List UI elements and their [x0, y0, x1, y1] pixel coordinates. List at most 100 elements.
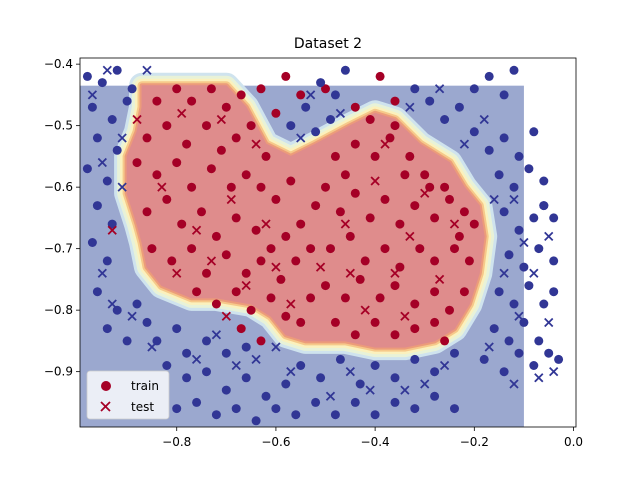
train-point	[221, 348, 231, 358]
test-point	[534, 373, 544, 383]
train-point	[350, 102, 360, 112]
train-point	[534, 244, 544, 254]
train-point	[519, 262, 529, 272]
test-point	[261, 219, 271, 229]
train-point	[202, 121, 211, 131]
train-point	[256, 256, 266, 266]
train-point	[97, 78, 107, 88]
train-point	[549, 213, 559, 223]
train-point	[271, 108, 281, 118]
test-point	[87, 90, 98, 100]
train-point	[202, 268, 211, 278]
train-point	[340, 65, 350, 75]
train-point	[261, 391, 271, 401]
train-point	[211, 231, 221, 241]
train-point	[231, 133, 241, 143]
train-point	[544, 348, 554, 358]
test-point	[117, 133, 127, 143]
test-point	[509, 379, 519, 389]
y-tick-label: −0.5	[44, 119, 73, 133]
train-point	[142, 133, 152, 143]
train-point	[132, 158, 142, 168]
train-point	[127, 84, 137, 94]
test-point	[271, 262, 281, 272]
train-point	[430, 213, 440, 223]
train-point	[469, 84, 479, 94]
train-point	[494, 287, 504, 297]
train-point	[211, 299, 221, 309]
train-point	[430, 367, 440, 377]
train-point	[246, 121, 256, 131]
train-point	[291, 410, 301, 420]
train-point	[415, 244, 425, 254]
train-point	[187, 182, 197, 192]
train-point	[350, 139, 360, 149]
train-point	[445, 194, 454, 204]
train-point	[147, 244, 157, 254]
test-point	[519, 237, 529, 248]
test-point	[544, 317, 554, 328]
train-point	[182, 139, 192, 149]
train-point	[365, 213, 375, 223]
train-point	[420, 170, 430, 180]
x-tick-label: −0.6	[261, 435, 290, 449]
train-point	[459, 207, 469, 217]
train-point	[226, 182, 236, 192]
train-point	[484, 71, 494, 81]
train-point	[281, 231, 291, 241]
train-point	[122, 96, 132, 106]
train-point	[539, 299, 549, 309]
train-point	[112, 145, 122, 155]
train-point	[330, 151, 340, 161]
train-point	[167, 256, 177, 266]
test-point	[549, 367, 559, 377]
train-point	[221, 102, 231, 112]
train-point	[261, 151, 271, 161]
train-point	[142, 317, 152, 327]
test-point	[390, 268, 400, 278]
test-point	[97, 268, 107, 278]
train-point	[152, 170, 162, 180]
train-point	[266, 293, 276, 303]
test-point	[509, 194, 519, 205]
test-point	[405, 102, 415, 112]
train-point	[410, 324, 420, 334]
test-point	[340, 219, 350, 229]
y-tick-label: −0.7	[44, 242, 73, 256]
train-point	[514, 348, 524, 358]
train-point	[231, 213, 241, 223]
train-point	[529, 213, 539, 223]
test-point	[499, 268, 509, 278]
test-point	[434, 84, 445, 94]
train-point	[509, 299, 519, 309]
train-point	[350, 188, 360, 198]
test-point	[191, 354, 202, 364]
train-point	[206, 84, 216, 94]
train-point	[281, 311, 291, 321]
train-point	[370, 361, 380, 370]
train-point	[554, 354, 564, 364]
train-point	[197, 207, 206, 217]
train-point	[405, 151, 415, 161]
train-point	[187, 96, 197, 106]
test-point	[226, 194, 236, 205]
train-point	[410, 84, 420, 94]
train-point	[231, 404, 241, 414]
test-point	[251, 354, 261, 364]
test-point	[286, 367, 296, 377]
legend: train test	[86, 370, 170, 420]
test-point	[216, 114, 226, 125]
test-point	[400, 311, 410, 321]
train-point	[241, 170, 251, 180]
train-point	[321, 182, 330, 192]
train-point	[321, 84, 330, 94]
train-point	[286, 121, 296, 131]
train-point	[390, 96, 400, 106]
test-point	[434, 274, 445, 285]
train-point	[107, 219, 117, 229]
train-point	[102, 324, 112, 334]
train-point	[187, 244, 197, 254]
test-point	[147, 342, 157, 352]
train-point	[340, 170, 350, 180]
train-point	[410, 404, 420, 414]
